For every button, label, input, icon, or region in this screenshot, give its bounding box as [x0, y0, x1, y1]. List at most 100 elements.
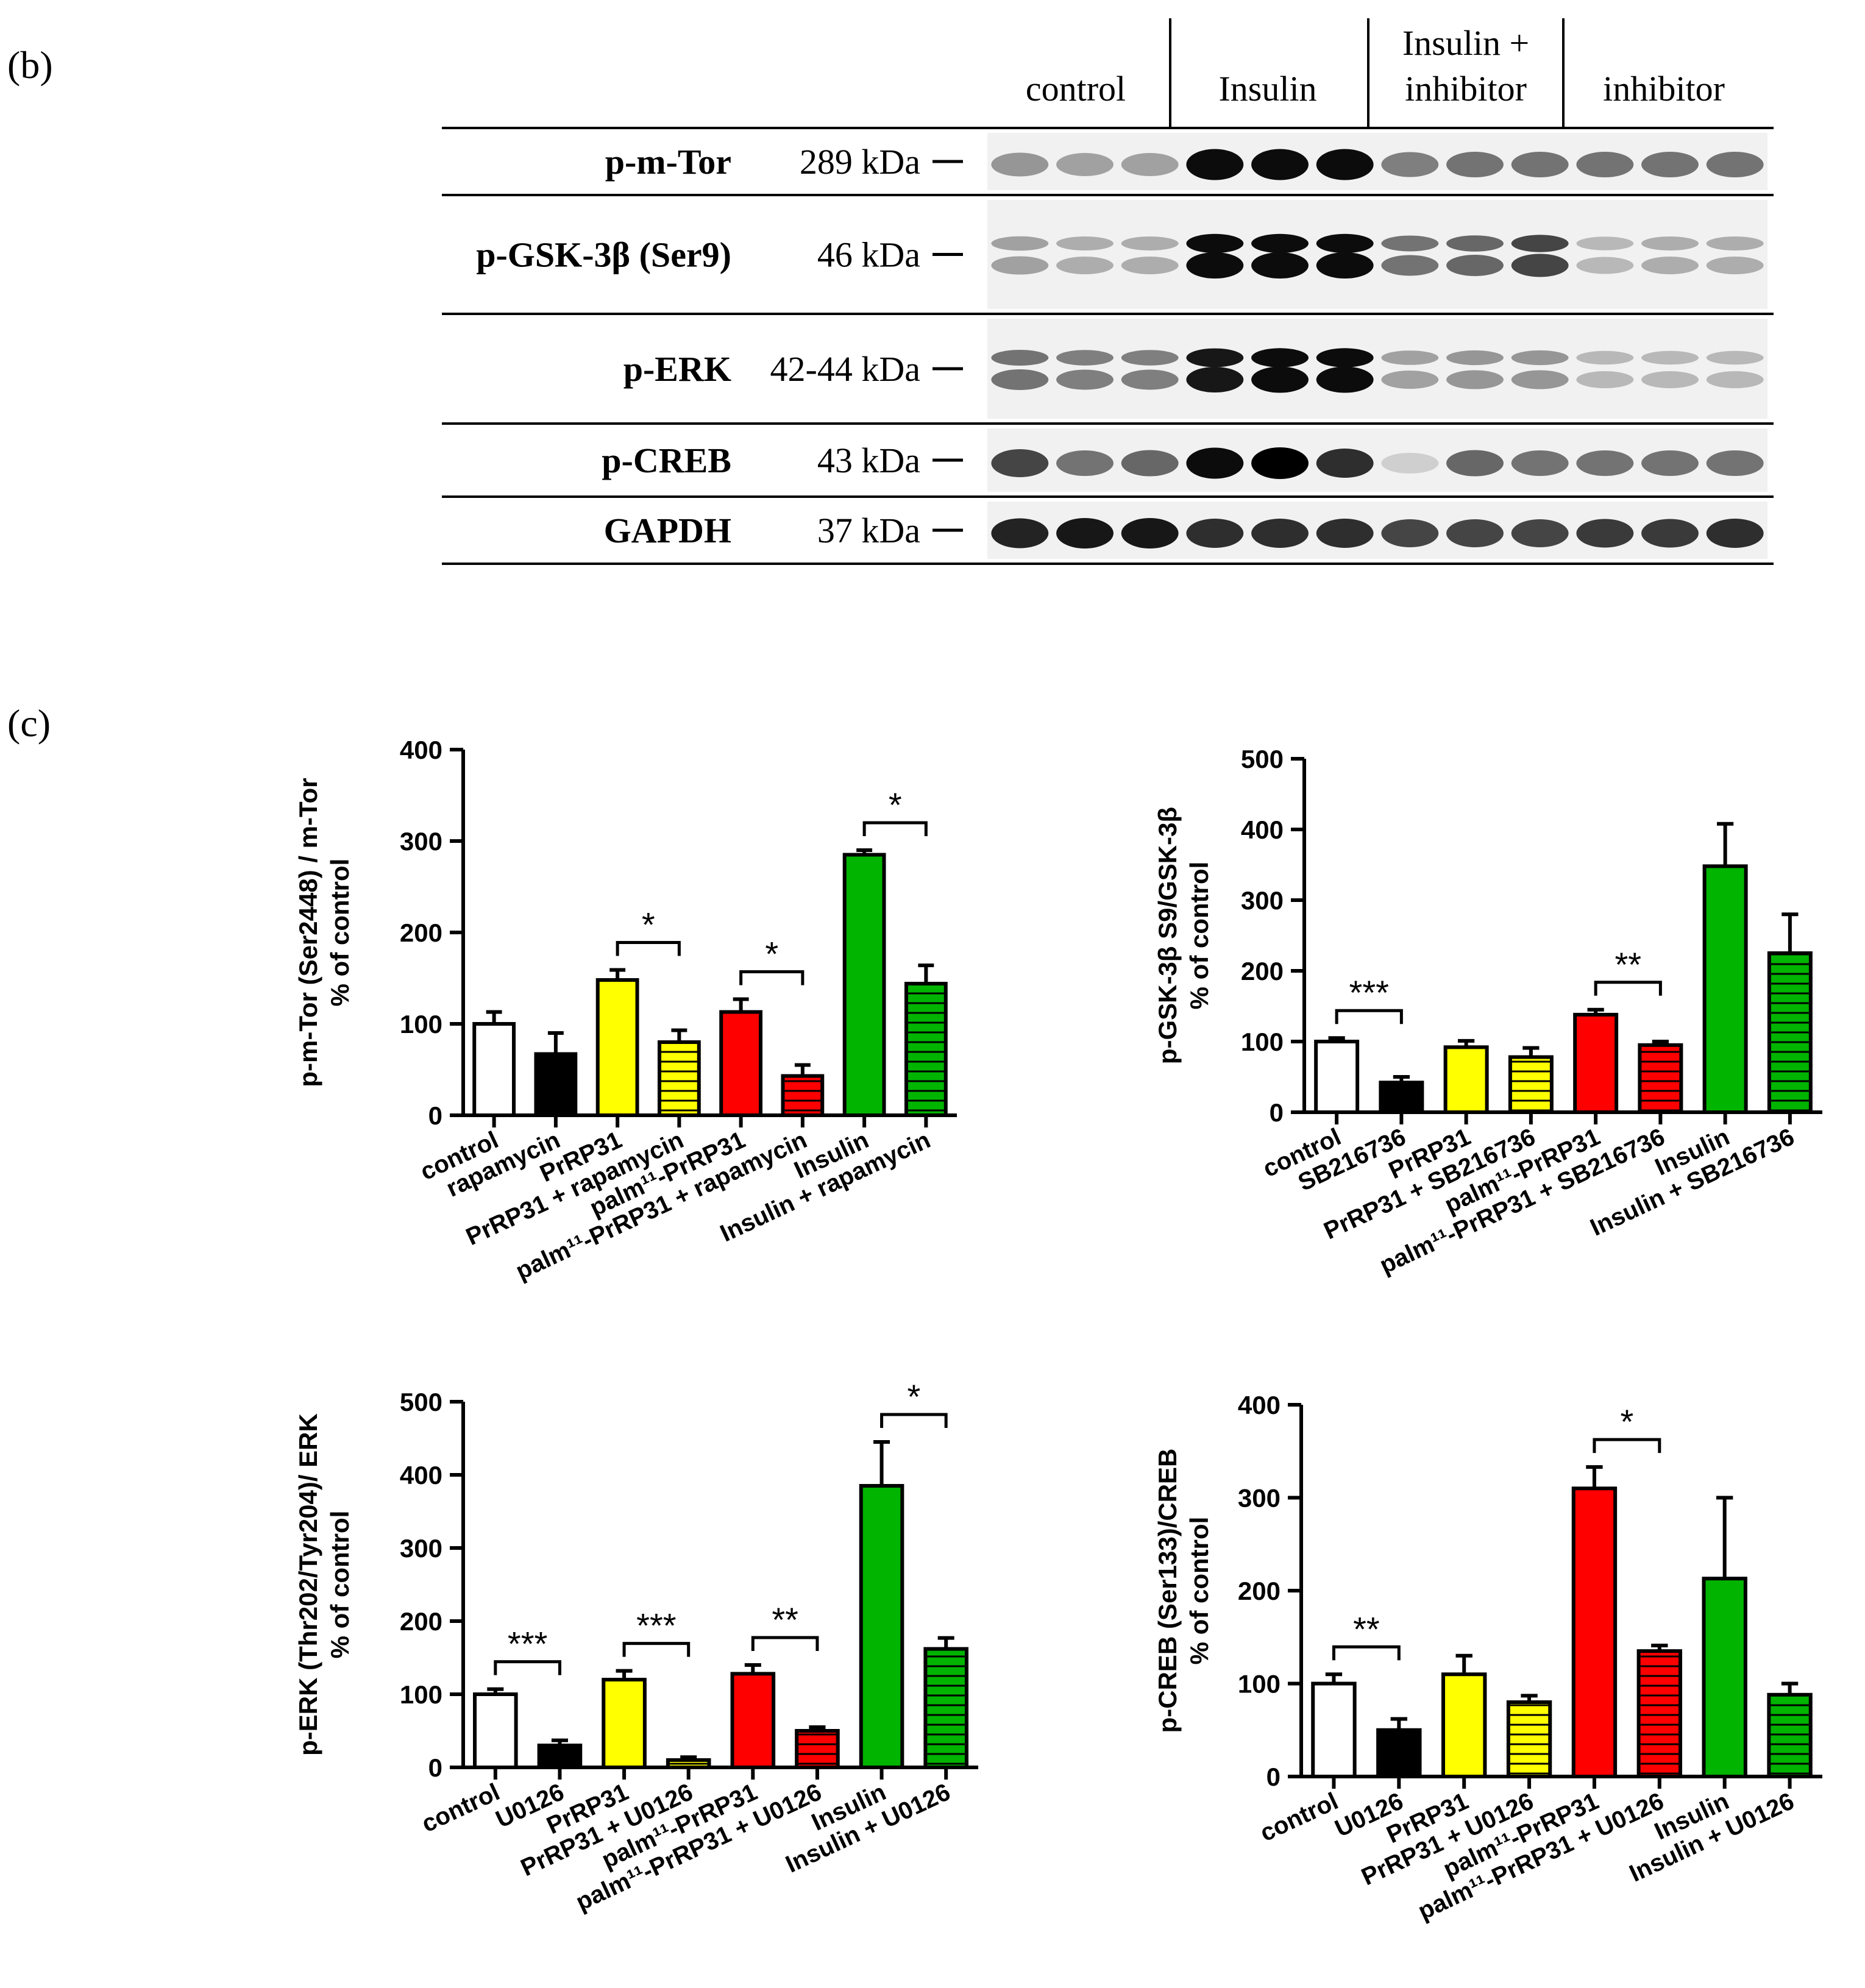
bar-prrp31 [1441, 1672, 1487, 1778]
blot-band [1641, 257, 1699, 274]
bar-charts-figure: 0 100 200 300 400 p-m-Tor (Ser2448) / m-Tor% … [294, 736, 1822, 1925]
y-tick-label: 200 [400, 1607, 442, 1636]
blot-band [1186, 252, 1244, 279]
bar-palm-prrp31-u0126 [795, 1729, 840, 1769]
blot-band [1706, 371, 1764, 388]
blot-band [1186, 233, 1244, 254]
blot-protein-label: p-ERK [623, 349, 731, 389]
blot-group-label-insulin: Insulin [1218, 69, 1316, 108]
blot-band [1381, 371, 1439, 389]
blot-band [1511, 254, 1569, 277]
blot-band [1316, 366, 1374, 393]
y-axis-label: p-CREB (Ser133)/CREB% of control [1153, 1449, 1213, 1733]
bar-u0126 [537, 1744, 583, 1769]
blot-band [1641, 450, 1699, 476]
blot-band [1641, 519, 1699, 548]
blot-band [1641, 350, 1699, 365]
blot-band [1251, 519, 1309, 548]
blot-band [1056, 450, 1114, 476]
blot-band [1251, 233, 1309, 254]
y-tick-label: 500 [400, 1388, 442, 1416]
significance-bracket [739, 970, 805, 985]
blot-membrane-background [987, 200, 1767, 309]
blot-band [1186, 367, 1244, 392]
blot-membrane-background [987, 319, 1767, 419]
blot-band [1576, 450, 1634, 476]
bar-palm-prrp31-rapamycin [781, 1074, 825, 1117]
x-category-label-control: control [1256, 1787, 1342, 1847]
significance-label: ** [1353, 1610, 1380, 1648]
blot-band [1576, 152, 1634, 177]
bar-insulin-u0126 [1767, 1692, 1813, 1779]
blot-band [1186, 447, 1244, 479]
panel-label-b: (b) [7, 43, 53, 87]
blot-band [1121, 369, 1179, 390]
blot-band [1381, 519, 1439, 547]
blot-band [1121, 350, 1179, 366]
bar-palm-prrp31 [1571, 1486, 1618, 1778]
blot-band [1381, 350, 1439, 365]
y-tick-label: 300 [400, 1534, 442, 1563]
blot-band [1706, 152, 1764, 177]
western-blot-figure: control Insulin Insulin + inhibitor inhibito… [442, 18, 1774, 565]
blot-band [1316, 449, 1374, 478]
significance-label: *** [1349, 973, 1389, 1012]
bar-chart-2: 0 100 200 300 400 500 p-GSK-3β S9/GSK-3β% of c… [1153, 745, 1822, 1279]
blot-band [1706, 257, 1764, 274]
blot-band [1186, 519, 1244, 548]
significance-label: * [642, 906, 655, 944]
y-axis-label: p-m-Tor (Ser2448) / m-Tor% of control [294, 778, 354, 1087]
blot-band [1381, 453, 1439, 474]
significance-bracket [1594, 981, 1662, 996]
bar-insulin [1702, 864, 1748, 1114]
blot-band [1446, 350, 1504, 366]
blot-band [1316, 348, 1374, 367]
blot-band [1316, 252, 1374, 279]
blot-band [1056, 369, 1114, 390]
blot-kda-label: 289 kDa [800, 142, 920, 182]
significance-bracket [494, 1660, 561, 1675]
bar-palm-prrp31 [719, 1010, 763, 1117]
blot-protein-label: p-GSK-3β (Ser9) [476, 235, 731, 275]
blot-band [1446, 370, 1504, 389]
blot-kda-label: 37 kDa [817, 511, 920, 550]
y-axis-label: p-ERK (Thr202/Tyr204)/ ERK% of control [294, 1413, 354, 1756]
blot-band [1511, 519, 1569, 547]
y-tick-label: 400 [400, 736, 442, 764]
blot-band [1316, 149, 1374, 180]
bar-sb216736 [1379, 1081, 1424, 1115]
significance-bracket [622, 1642, 691, 1657]
bar-prrp31-u0126 [1506, 1700, 1552, 1778]
y-tick-label: 400 [1238, 1391, 1281, 1419]
blot-band [991, 350, 1049, 366]
blot-band [1251, 366, 1309, 393]
blot-band [1381, 235, 1439, 252]
blot-protein-label: p-CREB [602, 441, 731, 480]
blot-band [1446, 235, 1504, 252]
blot-band [991, 236, 1049, 251]
blot-band [1446, 152, 1504, 177]
blot-band [991, 369, 1049, 390]
significance-label: *** [636, 1606, 676, 1645]
blot-protein-label: p-m-Tor [605, 142, 731, 182]
blot-band [1251, 348, 1309, 367]
y-tick-label: 300 [1238, 1484, 1281, 1513]
y-tick-label: 500 [1241, 745, 1284, 773]
blot-band [1446, 255, 1504, 276]
significance-label: * [889, 786, 902, 824]
bar-chart-1: 0 100 200 300 400 p-m-Tor (Ser2448) / m-Tor% … [294, 736, 957, 1285]
significance-bracket [862, 821, 928, 836]
blot-band [1381, 255, 1439, 276]
blot-band [1056, 257, 1114, 274]
significance-label: * [1620, 1402, 1633, 1441]
blot-band [1056, 153, 1114, 176]
significance-bracket [1332, 1645, 1401, 1661]
blot-membrane-background [987, 502, 1767, 559]
significance-bracket [1593, 1438, 1661, 1454]
significance-bracket [616, 941, 681, 956]
blot-band [1511, 450, 1569, 476]
blot-band [1121, 518, 1179, 548]
y-tick-label: 400 [400, 1461, 442, 1489]
blot-band [1576, 350, 1634, 365]
significance-label: *** [508, 1625, 547, 1663]
